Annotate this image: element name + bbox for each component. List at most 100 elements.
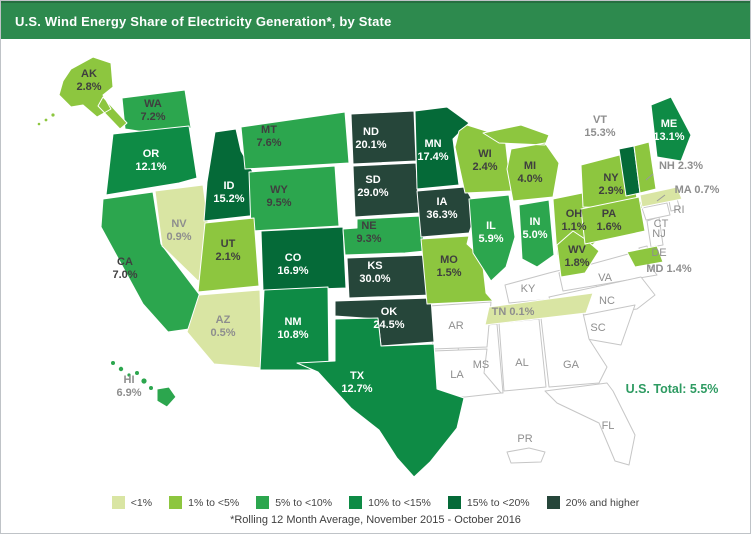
state-LA-label: LA — [450, 369, 464, 381]
state-UT-shape — [197, 217, 260, 293]
state-AL-label: AL — [515, 357, 528, 369]
header-bar: U.S. Wind Energy Share of Electricity Ge… — [1, 1, 750, 39]
state-HI-island — [141, 378, 147, 384]
legend-item-4: 15% to <20% — [447, 496, 530, 509]
state-NH-shape — [633, 141, 657, 194]
state-MN-label: MN 17.4% — [417, 138, 448, 163]
state-MD-label: MD 1.4% — [646, 263, 691, 275]
state-CO-label: CO 16.9% — [277, 252, 308, 277]
leader-line-NH — [645, 173, 654, 181]
state-ID-label: ID 15.2% — [213, 180, 244, 205]
state-VA-label: VA — [598, 272, 613, 284]
us-choropleth-map: KY VA NC SC GA AL MS AR LA FL NJ DE CT RI PR WA 7.2% OR 12… — [1, 39, 750, 489]
state-TN-label: TN 0.1% — [492, 306, 535, 318]
state-IN-label: IN 5.0% — [522, 216, 547, 241]
state-MS-label: MS — [473, 359, 490, 371]
legend-label: 1% to <5% — [188, 496, 240, 509]
state-AK-island — [37, 122, 41, 126]
state-AK-label: AK 2.8% — [76, 68, 101, 93]
legend-item-5: 20% and higher — [546, 496, 640, 509]
state-SD-label: SD 29.0% — [357, 174, 388, 199]
state-OR-shape — [105, 125, 198, 196]
state-KY-label: KY — [521, 283, 536, 295]
state-NM-label: NM 10.8% — [277, 316, 308, 341]
state-OK-label: OK 24.5% — [373, 306, 404, 331]
state-OH-label: OH 1.1% — [561, 208, 586, 233]
state-GA-label: GA — [563, 359, 580, 371]
legend-label: 5% to <10% — [275, 496, 333, 509]
state-PR-shape — [506, 447, 546, 464]
legend-label: <1% — [130, 496, 153, 509]
state-WI-label: WI 2.4% — [472, 148, 497, 173]
state-CT-label: CT — [654, 218, 669, 230]
state-HI-island — [135, 371, 139, 375]
state-AK-island — [51, 113, 55, 117]
state-IA-label: IA 36.3% — [426, 196, 457, 221]
state-AR-label: AR — [448, 320, 463, 332]
state-HI-label: HI 6.9% — [116, 374, 141, 399]
state-RI-label: RI — [674, 204, 685, 216]
state-CT-shape — [641, 202, 671, 221]
state-IN-shape — [518, 199, 555, 268]
legend-label: 15% to <20% — [466, 496, 530, 509]
state-SC-label: SC — [590, 322, 605, 334]
state-TX-label: TX 12.7% — [341, 370, 372, 395]
state-ME-shape — [650, 96, 692, 162]
state-WY-shape — [248, 165, 340, 232]
state-OR-label: OR 12.1% — [135, 148, 166, 173]
state-HI-island — [111, 361, 115, 365]
state-MA-shape — [639, 186, 683, 208]
legend-swatch — [169, 496, 183, 509]
state-MT-shape — [240, 111, 350, 170]
map-svg: KY VA NC SC GA AL MS AR LA FL NJ DE CT RI PR WA 7.2% OR 12… — [37, 56, 720, 478]
state-AK-island — [44, 118, 48, 122]
state-NV-label: NV 0.9% — [166, 218, 191, 243]
state-CO-shape — [260, 226, 347, 292]
state-IL-shape — [468, 194, 516, 282]
state-HI-shape — [156, 386, 177, 408]
legend-swatch — [447, 496, 461, 509]
state-MI-label: MI 4.0% — [517, 160, 542, 185]
state-MT-label: MT 7.6% — [256, 124, 281, 149]
state-NJ-label: NJ — [652, 228, 665, 240]
state-IL-label: IL 5.9% — [478, 220, 503, 245]
state-NC-label: NC — [599, 295, 615, 307]
leader-line-MA — [656, 194, 666, 202]
legend-swatch — [546, 496, 560, 509]
state-MI-shape — [482, 124, 560, 202]
state-VT-label: VT 15.3% — [584, 114, 615, 139]
state-HI-island — [127, 373, 131, 377]
state-TN-shape — [484, 292, 594, 326]
legend-item-1: 1% to <5% — [169, 496, 239, 509]
state-NE-label: NE 9.3% — [356, 220, 381, 245]
state-MN-shape — [414, 106, 470, 190]
state-ND-shape — [350, 110, 417, 165]
legend-label: 20% and higher — [565, 496, 640, 509]
state-CA-label: CA 7.0% — [112, 256, 137, 281]
us-total-label: U.S. Total: 5.5% — [625, 382, 719, 396]
state-MO-label: MO 1.5% — [436, 254, 461, 279]
legend-swatch — [349, 496, 363, 509]
state-NH-label: NH 2.3% — [659, 160, 703, 172]
state-FL-label: FL — [602, 420, 615, 432]
legend-item-3: 10% to <15% — [349, 496, 431, 509]
state-PA-label: PA 1.6% — [596, 208, 621, 233]
state-HI-island — [118, 366, 124, 372]
state-AZ-shape — [186, 289, 263, 369]
legend-item-0: <1% — [111, 496, 153, 509]
state-ND-label: ND 20.1% — [355, 126, 386, 151]
state-MA-label: MA 0.7% — [675, 184, 720, 196]
legend-item-2: 5% to <10% — [256, 496, 332, 509]
state-PA-shape — [580, 196, 646, 245]
state-NY-label: NY 2.9% — [598, 172, 623, 197]
legend-label: 10% to <15% — [368, 496, 431, 509]
legend-swatch — [111, 496, 125, 509]
footnote: *Rolling 12 Month Average, November 2015… — [230, 514, 521, 526]
state-NE-shape — [342, 215, 426, 256]
state-AZ-label: AZ 0.5% — [210, 314, 235, 339]
page-title: U.S. Wind Energy Share of Electricity Ge… — [15, 13, 392, 29]
state-WY-label: WY 9.5% — [266, 184, 291, 209]
state-TX-shape — [296, 317, 465, 478]
state-FL-shape — [544, 382, 636, 466]
